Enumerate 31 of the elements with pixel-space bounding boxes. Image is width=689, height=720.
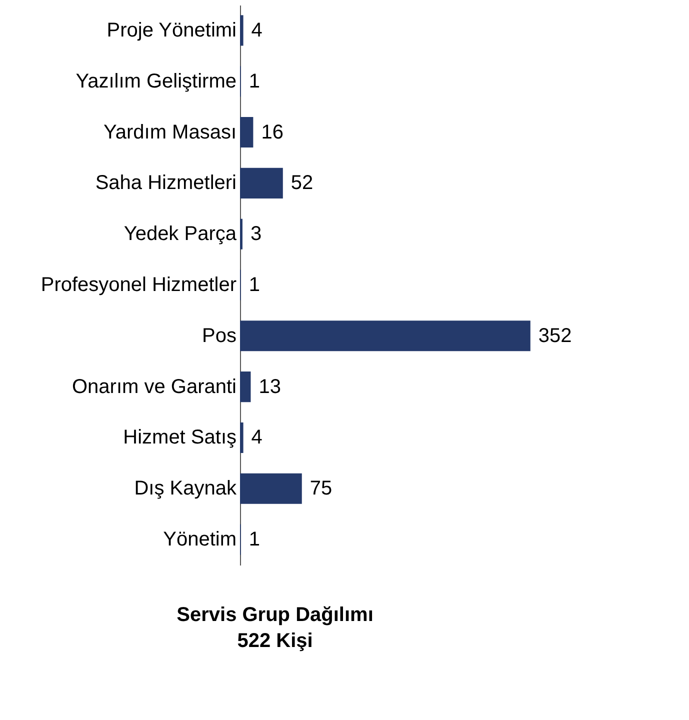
data-label: 352 [538,324,572,347]
data-label: 52 [290,172,314,194]
bar [240,372,251,402]
bar [240,320,530,352]
data-label: 13 [258,376,281,398]
data-label: 16 [261,121,284,144]
y-tick-label: Yönetim [163,528,236,551]
data-label: 1 [248,274,260,296]
y-tick-label: Yardım Masası [104,121,236,144]
text: 522 Kişi [237,630,313,652]
y-tick-label: Proje Yönetimi [106,19,236,42]
data-label: 3 [250,223,262,246]
y-tick-label: Yedek Parça [124,223,238,246]
y-tick-label: Saha Hizmetleri [95,172,236,194]
data-label: 1 [248,70,260,92]
y-tick-label: Pos [202,324,236,347]
y-tick-label: Onarım ve Garanti [72,376,236,398]
bar [240,15,244,46]
text: Servis Grup Dağılımı [176,604,374,626]
bar [240,117,254,148]
data-label: 75 [310,478,332,500]
bar [240,473,302,504]
data-label: 4 [251,19,262,42]
data-label: 4 [251,426,262,449]
bar [240,422,244,453]
y-tick-label: Profesyonel Hizmetler [40,274,237,296]
y-tick-label: Hizmet Satış [123,426,236,449]
y-tick-label: Dış Kaynak [134,478,238,500]
bar [240,168,283,198]
y-tick-label: Yazılım Geliştirme [76,70,236,92]
data-label: 1 [248,528,260,551]
